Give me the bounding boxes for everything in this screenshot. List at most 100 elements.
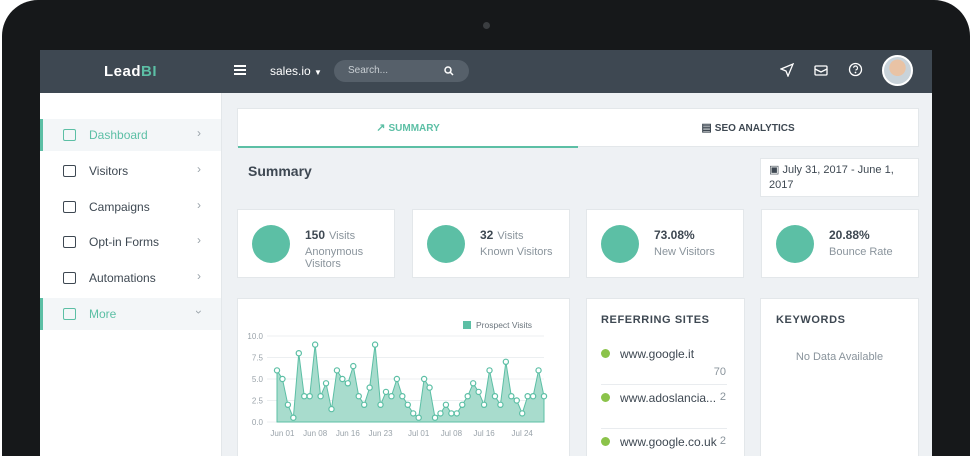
tab[interactable]: ▤ SEO ANALYTICS <box>701 122 795 134</box>
point <box>469 380 477 387</box>
nav-chevron: › <box>197 161 201 176</box>
point <box>502 358 510 366</box>
nav-label: Campaigns <box>89 199 150 214</box>
site-icon <box>601 437 610 446</box>
nav-chevron: › <box>197 126 201 140</box>
point <box>410 410 417 417</box>
row-divider <box>601 384 727 385</box>
nav-label: Opt-in Forms <box>89 235 160 250</box>
keywords-card: KEYWORDS No Data Available <box>760 298 919 456</box>
nav-item[interactable]: Campaigns › <box>40 191 221 223</box>
site-icon <box>601 393 610 402</box>
nav-icon <box>63 200 76 213</box>
point <box>448 410 455 417</box>
tab[interactable]: ↗ SUMMARY <box>238 109 578 148</box>
point <box>459 401 466 409</box>
workspace-name: sales.io <box>270 64 311 78</box>
point <box>464 392 471 400</box>
point <box>420 375 428 383</box>
nav-item[interactable]: Opt-in Forms › <box>40 226 221 258</box>
point <box>431 414 439 421</box>
x-tick-label: Jul 01 <box>408 429 430 438</box>
help-icon[interactable] <box>848 62 863 77</box>
user-avatar[interactable] <box>882 55 913 86</box>
camera <box>483 22 490 29</box>
date-range: July 31, 2017 - June 1, 2017 <box>769 164 894 191</box>
nav-icon <box>63 272 76 285</box>
point <box>273 367 281 374</box>
nav-icon <box>63 129 76 141</box>
stat-card: 73.08% New Visitors <box>586 209 744 278</box>
logo-text: Lead <box>104 63 142 80</box>
nav-item[interactable]: Dashboard › <box>40 119 221 151</box>
nav-label: More <box>89 307 117 321</box>
card-title: KEYWORDS <box>776 314 846 326</box>
logo-accent: BI <box>141 63 158 80</box>
legend-label: Prospect Visits <box>476 320 532 330</box>
point <box>311 341 319 348</box>
point <box>475 388 482 396</box>
stat-value: 73.08% <box>654 228 695 242</box>
point <box>371 341 379 348</box>
nav-icon <box>63 308 76 320</box>
point <box>524 392 531 400</box>
point <box>486 367 493 374</box>
legend-swatch <box>463 321 471 329</box>
stat-unit: Visits <box>329 230 356 242</box>
point <box>453 410 461 417</box>
site-name[interactable]: www.google.co.uk <box>620 435 717 449</box>
stat-number: 20.88% <box>829 228 870 242</box>
mail-icon[interactable] <box>814 63 828 77</box>
date-picker[interactable]: ▣ July 31, 2017 - June 1, 2017 <box>760 158 919 197</box>
nav-item[interactable]: Automations › <box>40 262 221 294</box>
point <box>393 375 401 383</box>
point <box>540 392 548 400</box>
x-tick-label: Jul 08 <box>441 429 463 438</box>
menu-toggle[interactable] <box>234 65 246 67</box>
x-tick-label: Jul 24 <box>512 429 534 438</box>
nav-chevron: › <box>197 269 201 284</box>
card-title: REFERRING SITES <box>601 314 710 326</box>
nav-icon <box>63 236 76 249</box>
stat-label: Anonymous Visitors <box>305 246 364 270</box>
stat-label: New Visitors <box>654 246 715 258</box>
search-placeholder: Search... <box>348 65 389 76</box>
search-box[interactable]: Search... <box>334 60 469 82</box>
point <box>333 367 341 374</box>
point <box>290 414 297 421</box>
point <box>382 388 390 396</box>
y-tick-label: 5.0 <box>252 375 264 384</box>
tab-bar: ↗ SUMMARY ▤ SEO ANALYTICS <box>237 108 919 148</box>
point <box>508 392 515 400</box>
referring-sites-card: REFERRING SITES www.google.it 70 www.adosl… <box>586 298 745 456</box>
y-tick-label: 7.5 <box>252 354 264 363</box>
stat-label: Bounce Rate <box>829 246 893 258</box>
logo[interactable]: LeadBI <box>104 63 157 80</box>
stat-icon <box>776 225 814 263</box>
chart-card: 0.0 2.5 5.0 7.5 10.0 Jun 01 Jun 08 Jun 16 Jun 23… <box>237 298 570 456</box>
nav-label: Dashboard <box>89 128 148 142</box>
search-icon <box>444 66 454 76</box>
site-count: 2 <box>719 391 726 403</box>
point <box>480 401 488 409</box>
send-icon[interactable] <box>780 63 794 77</box>
x-tick-label: Jun 01 <box>270 429 295 438</box>
x-tick-label: Jun 16 <box>336 429 361 438</box>
point <box>491 392 499 400</box>
point <box>497 401 504 409</box>
area <box>276 344 545 423</box>
x-tick-label: Jul 16 <box>473 429 495 438</box>
stat-icon <box>252 225 290 263</box>
point <box>399 392 406 400</box>
nav-item[interactable]: More › <box>40 298 221 330</box>
stat-number: 73.08% <box>654 228 695 242</box>
stat-icon <box>601 225 639 263</box>
workspace-select[interactable]: sales.io ▼ <box>270 64 322 78</box>
point <box>388 392 395 400</box>
nav-item[interactable]: Visitors › <box>40 155 221 187</box>
nav-chevron: › <box>197 197 201 212</box>
site-name[interactable]: www.google.it <box>620 347 695 361</box>
site-name[interactable]: www.adoslancia... <box>620 391 717 405</box>
point <box>355 392 362 400</box>
